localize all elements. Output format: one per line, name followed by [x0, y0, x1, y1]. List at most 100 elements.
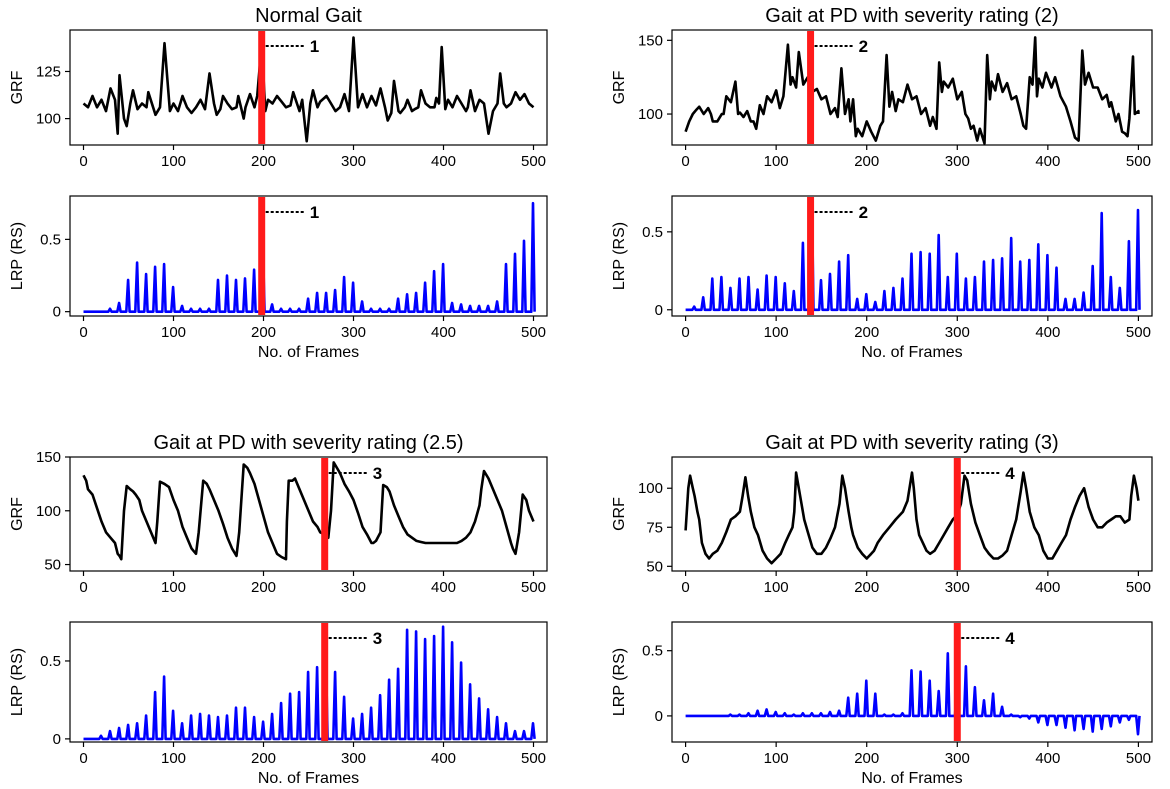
lrp-xtick-label: 100 — [161, 324, 186, 341]
lrp-xtick-label: 300 — [945, 750, 970, 767]
grf-axes-frame — [69, 29, 548, 146]
grf-ytick-label: 150 — [638, 32, 663, 49]
grf-ytick-label: 100 — [638, 480, 663, 497]
lrp-xtick-label: 400 — [431, 750, 456, 767]
xlabel: No. of Frames — [258, 344, 359, 361]
grf-xtick-label: 300 — [945, 579, 970, 596]
lrp-series-line — [685, 199, 1141, 312]
grf-xtick-label: 100 — [764, 579, 789, 596]
grf-xtick-label: 300 — [341, 153, 366, 170]
lrp-marker-label: 3 — [373, 629, 382, 648]
xlabel: No. of Frames — [861, 770, 962, 787]
grf-xtick-label: 500 — [521, 153, 546, 170]
grf-xtick-label: 400 — [431, 579, 456, 596]
lrp-marker-label: 2 — [859, 203, 868, 222]
grf-marker-label: 1 — [310, 37, 319, 56]
grf-axes-frame — [671, 456, 1153, 572]
grf-subplot: 2 0 100 200 300 400 500 100 150 GRF Gait at PD wit… — [611, 5, 1153, 170]
lrp-axes-frame — [69, 621, 548, 743]
grf-ytick-label: 125 — [36, 63, 61, 80]
grf-xtick-label: 0 — [79, 153, 87, 170]
lrp-ylabel: LRP (RS) — [611, 222, 628, 290]
lrp-series-line — [685, 652, 1141, 736]
panel-title: Normal Gait — [255, 5, 362, 27]
grf-axes-frame — [671, 29, 1153, 146]
lrp-ytick-label: 0 — [53, 731, 61, 748]
lrp-xtick-label: 500 — [521, 324, 546, 341]
grf-ytick-label: 100 — [638, 106, 663, 123]
grf-subplot: 1 0 100 200 300 400 500 100 125 GRF Normal Gait — [9, 5, 548, 170]
grf-xtick-label: 200 — [251, 153, 276, 170]
grf-xtick-label: 500 — [521, 579, 546, 596]
lrp-series-line — [83, 625, 536, 741]
grf-xtick-label: 300 — [341, 579, 366, 596]
lrp-marker-label: 4 — [1005, 629, 1015, 648]
lrp-ylabel: LRP (RS) — [9, 222, 26, 290]
lrp-ytick-label: 0 — [655, 708, 663, 725]
grf-ytick-label: 75 — [646, 519, 663, 536]
panel-title: Gait at PD with severity rating (2.5) — [153, 432, 463, 454]
panel-title: Gait at PD with severity rating (3) — [765, 432, 1058, 454]
grf-series-line — [82, 36, 535, 143]
panel-title: Gait at PD with severity rating (2) — [765, 5, 1058, 27]
grf-ytick-label: 100 — [36, 503, 61, 520]
grf-ytick-label: 50 — [44, 557, 61, 574]
grf-ylabel: GRF — [9, 70, 26, 104]
lrp-axes-frame — [671, 621, 1153, 743]
grf-subplot: 4 0 100 200 300 400 500 50 75 100 GRF Gait at PD wi… — [611, 432, 1153, 596]
lrp-xtick-label: 0 — [681, 750, 689, 767]
grf-xtick-label: 0 — [79, 579, 87, 596]
lrp-ylabel: LRP (RS) — [611, 648, 628, 716]
lrp-xtick-label: 400 — [1035, 324, 1060, 341]
grf-xtick-label: 0 — [681, 153, 689, 170]
grf-xtick-label: 200 — [251, 579, 276, 596]
grf-xtick-label: 400 — [1035, 579, 1060, 596]
lrp-xtick-label: 0 — [79, 324, 87, 341]
grf-marker-label: 2 — [859, 37, 868, 56]
lrp-ytick-label: 0.5 — [40, 653, 61, 670]
lrp-subplot: 3 0 100 200 300 400 500 0 0.5 LRP (RS) No. of Fram… — [9, 621, 548, 787]
grf-ytick-label: 150 — [36, 449, 61, 466]
lrp-xtick-label: 200 — [854, 750, 879, 767]
grf-subplot: 3 0 100 200 300 400 500 50 100 150 GRF Gait at PD w… — [9, 432, 548, 596]
grf-ytick-label: 50 — [646, 558, 663, 575]
lrp-xtick-label: 100 — [161, 750, 186, 767]
lrp-series-line — [83, 201, 536, 313]
grf-marker-label: 4 — [1005, 464, 1015, 483]
lrp-axes-frame — [671, 195, 1153, 317]
xlabel: No. of Frames — [258, 770, 359, 787]
lrp-xtick-label: 400 — [1035, 750, 1060, 767]
lrp-xtick-label: 500 — [1126, 750, 1151, 767]
lrp-subplot: 1 0 100 200 300 400 500 0 0.5 LRP (RS) No. of Fram… — [9, 195, 548, 361]
lrp-xtick-label: 200 — [854, 324, 879, 341]
lrp-xtick-label: 500 — [1126, 324, 1151, 341]
lrp-xtick-label: 300 — [341, 750, 366, 767]
grf-marker-label: 3 — [373, 464, 382, 483]
lrp-marker-label: 1 — [310, 203, 319, 222]
lrp-xtick-label: 200 — [251, 750, 276, 767]
grf-xtick-label: 400 — [431, 153, 456, 170]
grf-xtick-label: 100 — [161, 153, 186, 170]
grf-axes-frame — [69, 456, 548, 572]
grf-xtick-label: 400 — [1035, 153, 1060, 170]
grf-ylabel: GRF — [611, 70, 628, 104]
grf-xtick-label: 300 — [945, 153, 970, 170]
lrp-xtick-label: 400 — [431, 324, 456, 341]
lrp-ytick-label: 0 — [53, 304, 61, 321]
grf-series-line — [82, 461, 535, 561]
grf-xtick-label: 0 — [681, 579, 689, 596]
lrp-xtick-label: 300 — [945, 324, 970, 341]
grf-series-line — [684, 471, 1140, 565]
grf-ytick-label: 100 — [36, 111, 61, 128]
lrp-xtick-label: 300 — [341, 324, 366, 341]
lrp-ytick-label: 0.5 — [642, 643, 663, 660]
lrp-ytick-label: 0.5 — [642, 224, 663, 241]
lrp-subplot: 2 0 100 200 300 400 500 0 0.5 LRP (RS) No. of Fram… — [611, 195, 1153, 361]
lrp-subplot: 4 0 100 200 300 400 500 0 0.5 LRP (RS) No. of Fram… — [611, 621, 1153, 787]
grf-xtick-label: 500 — [1126, 153, 1151, 170]
